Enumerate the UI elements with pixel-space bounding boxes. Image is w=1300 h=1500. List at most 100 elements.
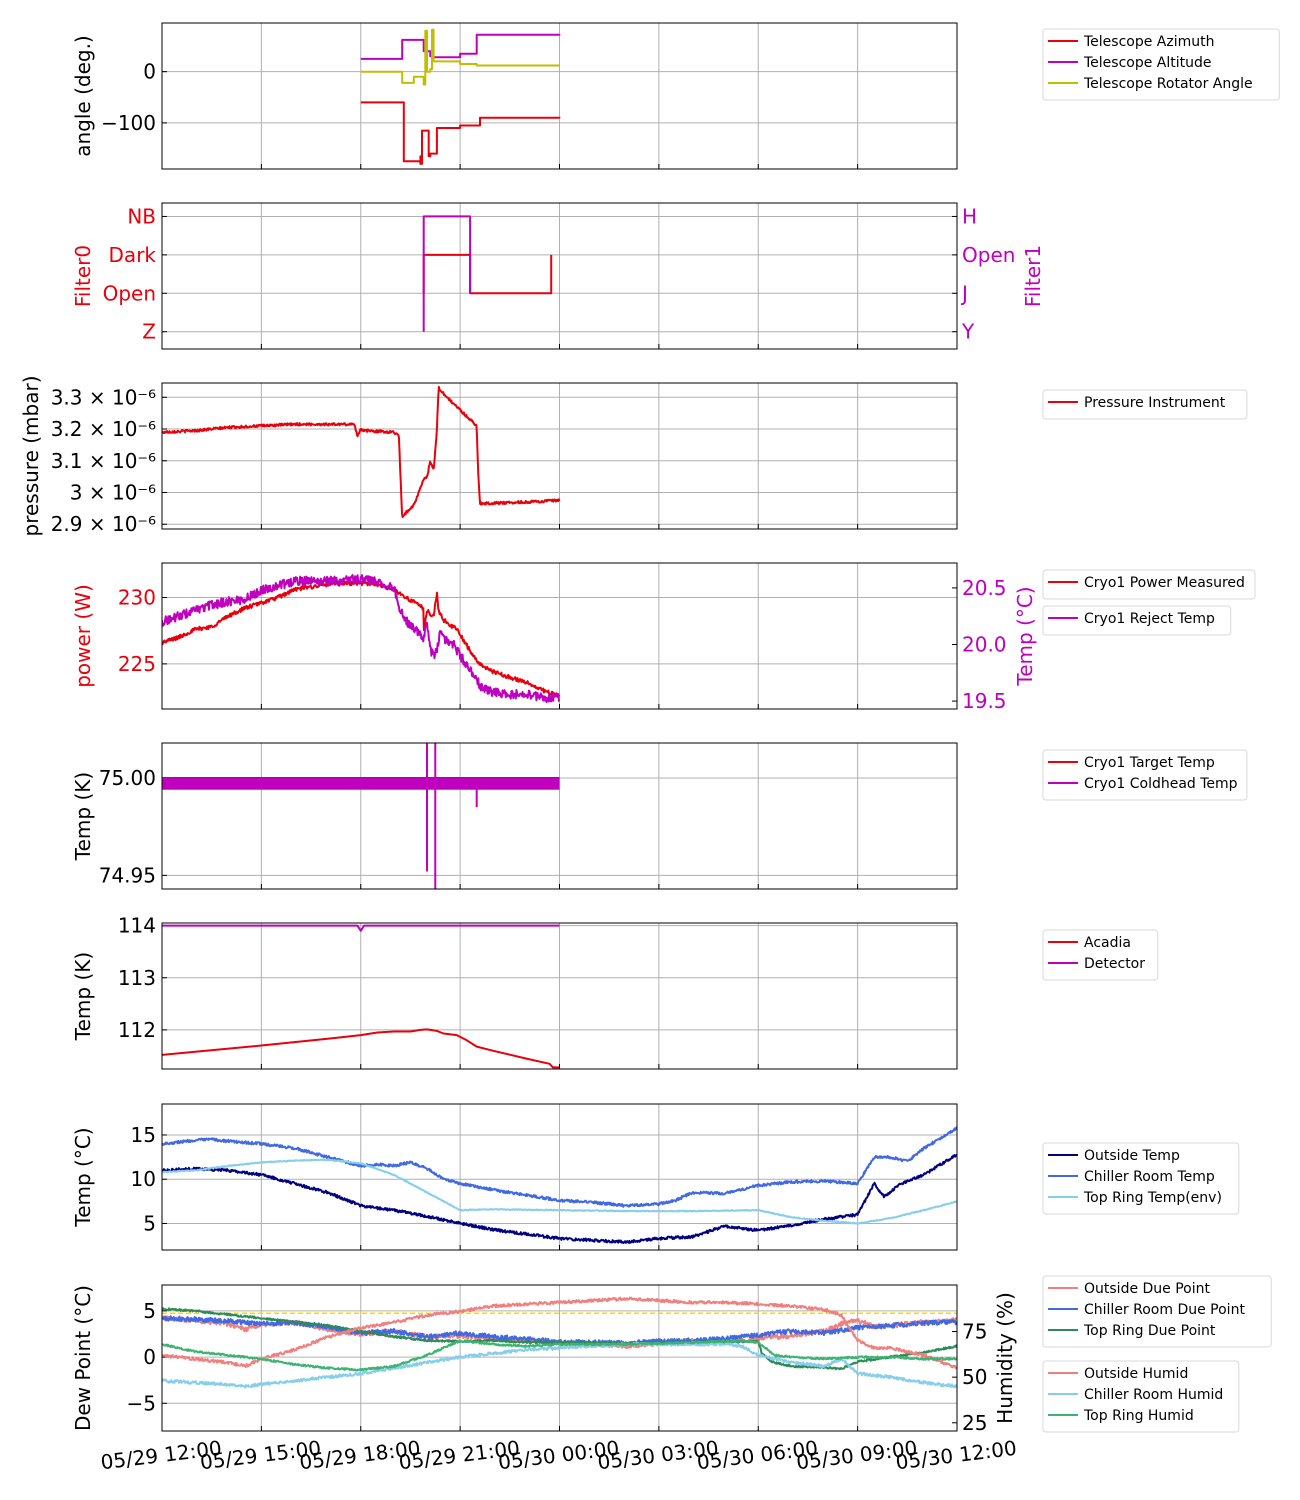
panel-6: 112 113 114 Temp (K) Acadia Detector xyxy=(71,914,1159,1070)
legend-box xyxy=(1042,605,1232,636)
legend: Outside Due Point Chiller Room Due Point T… xyxy=(1042,1275,1272,1348)
legend-entry: Outside Due Point xyxy=(1084,1281,1211,1297)
y-tick-label: 10 xyxy=(131,1167,156,1191)
y-right-tick-label: Y xyxy=(961,320,975,344)
legend: Telescope Azimuth Telescope Altitude Teles… xyxy=(1042,28,1280,101)
y-right-axis-label: Humidity (%) xyxy=(993,1292,1017,1424)
legend-box xyxy=(1042,1142,1240,1215)
y-tick-label: 3.1 × 10⁻⁶ xyxy=(51,449,156,473)
series-group xyxy=(360,28,561,165)
plot-frame xyxy=(161,202,958,350)
legend-entry: Acadia xyxy=(1084,935,1131,951)
y-tick-label: 3 × 10⁻⁶ xyxy=(70,481,156,505)
panel-3: 2.9 × 10⁻⁶ 3 × 10⁻⁶ 3.1 × 10⁻⁶ 3.2 × 10⁻⁶ 3.… xyxy=(19,375,1248,537)
y-tick-label: 0 xyxy=(143,60,156,84)
legend: Cryo1 Target Temp Cryo1 Coldhead Temp xyxy=(1042,749,1248,801)
series-cryo1-coldhead-temp xyxy=(162,778,560,790)
legend-entry: Outside Humid xyxy=(1084,1366,1188,1382)
y-axis-label: power (W) xyxy=(71,584,95,688)
legend-entry: Telescope Altitude xyxy=(1083,55,1212,71)
series-group xyxy=(162,385,561,519)
y-tick-label: 3.2 × 10⁻⁶ xyxy=(51,417,156,441)
y-tick-label: 74.95 xyxy=(99,863,156,887)
y-tick-label: 75.00 xyxy=(99,766,156,790)
legend-box xyxy=(1042,1360,1240,1433)
plot-frame xyxy=(161,742,958,890)
y-tick-label: 5 xyxy=(143,1299,156,1323)
y-tick-label: Open xyxy=(103,281,156,305)
panel-2: Z Open Dark NB YJ Open H Filter0 Filter1 xyxy=(71,202,1045,350)
y-tick-label: 225 xyxy=(118,652,156,676)
legend-entry: Outside Temp xyxy=(1084,1148,1180,1164)
plot-frame xyxy=(161,382,958,530)
legend-box xyxy=(1042,1275,1272,1348)
y-tick-label: Dark xyxy=(109,243,157,267)
legend: Cryo1 Reject Temp xyxy=(1042,605,1232,636)
series-group xyxy=(162,1296,957,1389)
y-tick-label: 112 xyxy=(118,1018,156,1042)
legend-box xyxy=(1042,28,1280,101)
legend-entry: Cryo1 Reject Temp xyxy=(1084,611,1215,627)
y-tick-label: Z xyxy=(142,320,156,344)
legend: Pressure Instrument xyxy=(1042,389,1248,420)
legend-entry: Top Ring Temp(env) xyxy=(1083,1190,1222,1206)
y-tick-label: 113 xyxy=(118,966,156,990)
series-outside-humid xyxy=(162,1296,957,1370)
plot-frame xyxy=(161,1103,958,1251)
y-axis-label: Temp (K) xyxy=(71,952,95,1041)
y-axis-label: Filter0 xyxy=(71,245,95,307)
plot-frame xyxy=(161,922,958,1070)
y-right-tick-label: 75 xyxy=(962,1320,987,1344)
y-axis-label: pressure (mbar) xyxy=(19,375,43,536)
legend-entry: Cryo1 Target Temp xyxy=(1084,755,1215,771)
y-right-tick-label: Open xyxy=(962,243,1015,267)
y-tick-label: 5 xyxy=(143,1211,156,1235)
legend-box xyxy=(1042,569,1256,600)
plot-frame xyxy=(161,562,958,710)
legend-entry: Chiller Room Due Point xyxy=(1084,1302,1245,1318)
legend-entry: Chiller Room Humid xyxy=(1084,1387,1223,1403)
series-group xyxy=(422,215,553,332)
series-detector xyxy=(162,924,560,932)
legend: Acadia Detector xyxy=(1042,929,1159,981)
series-filter1 xyxy=(422,215,472,332)
y-tick-label: NB xyxy=(127,204,156,228)
y-tick-label: 114 xyxy=(118,914,156,938)
series-top-ring-temp-env- xyxy=(162,1158,957,1225)
series-acadia xyxy=(162,1028,560,1069)
y-right-tick-label: 19.5 xyxy=(962,689,1007,713)
series-chiller-room-temp xyxy=(162,1126,957,1208)
series-top-ring-humid xyxy=(162,1339,957,1372)
legend-entry: Telescope Rotator Angle xyxy=(1083,76,1253,92)
legend-entry: Telescope Azimuth xyxy=(1083,34,1214,50)
panel-4: 225 230 19.5 20.0 20.5 power (W) Temp (°C) Cryo… xyxy=(71,562,1256,713)
legend-entry: Cryo1 Coldhead Temp xyxy=(1084,776,1238,792)
y-axis-label: Temp (K) xyxy=(71,772,95,861)
series-group xyxy=(162,924,560,1069)
y-right-tick-label: 20.0 xyxy=(962,632,1007,656)
legend-entry: Top Ring Due Point xyxy=(1083,1323,1216,1339)
y-tick-label: −100 xyxy=(101,111,156,135)
series-pressure-instrument xyxy=(162,385,561,519)
plot-frame xyxy=(161,22,958,170)
y-right-tick-label: 50 xyxy=(962,1365,987,1389)
y-right-tick-label: H xyxy=(962,204,977,228)
series-chiller-room-humid xyxy=(162,1341,957,1389)
series-group xyxy=(162,743,560,889)
series-group xyxy=(162,574,561,703)
y-tick-label: 2.9 × 10⁻⁶ xyxy=(51,512,156,536)
legend-box xyxy=(1042,749,1248,801)
series-telescope-altitude xyxy=(360,33,561,60)
series-cryo1-reject-temp xyxy=(162,574,560,703)
plot-frame xyxy=(161,1284,958,1432)
y-tick-label: −5 xyxy=(127,1391,156,1415)
legend: Outside Temp Chiller Room Temp Top Ring Te… xyxy=(1042,1142,1240,1215)
y-tick-label: 230 xyxy=(118,586,156,610)
y-axis-label: Dew Point (°C) xyxy=(71,1285,95,1431)
y-right-axis-label: Temp (°C) xyxy=(1013,586,1037,686)
y-axis-label: angle (deg.) xyxy=(71,35,95,157)
y-tick-label: 15 xyxy=(131,1123,156,1147)
